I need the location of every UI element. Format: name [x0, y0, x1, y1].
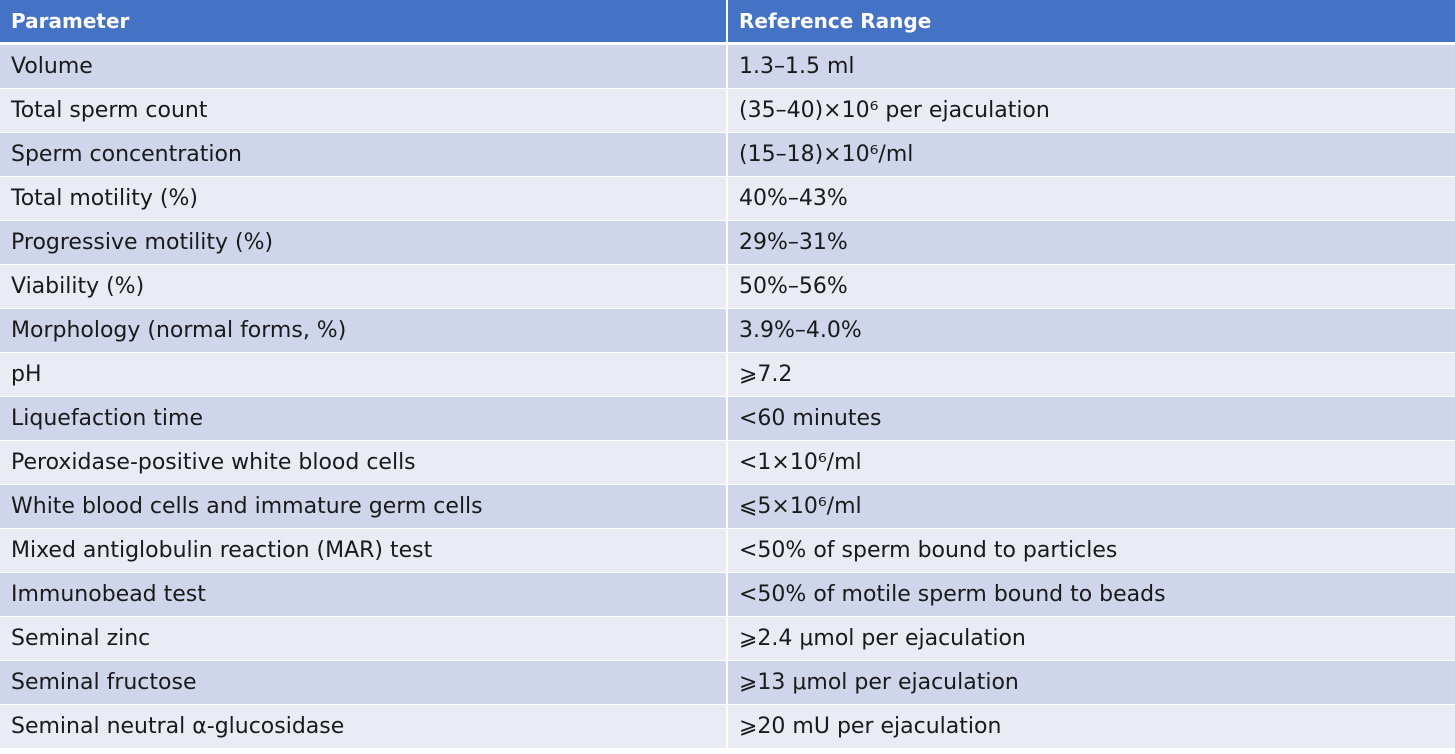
parameter-cell: Seminal zinc	[0, 616, 727, 661]
reference-range-cell: ⩾2.4 μmol per ejaculation	[726, 616, 1455, 661]
parameter-cell: pH	[0, 352, 727, 397]
reference-range-cell: ⩾20 mU per ejaculation	[726, 704, 1455, 749]
table-row: Seminal zinc ⩾2.4 μmol per ejaculation	[0, 616, 1455, 661]
parameter-cell: White blood cells and immature germ cell…	[0, 484, 727, 529]
parameter-cell: Total sperm count	[0, 88, 727, 133]
reference-range-cell: <1×10⁶/ml	[726, 440, 1455, 485]
reference-range-cell: 1.3–1.5 ml	[726, 43, 1455, 89]
table-row: Seminal neutral α-glucosidase ⩾20 mU per …	[0, 704, 1455, 749]
column-header-reference-range: Reference Range	[726, 0, 1455, 45]
table-body: Volume 1.3–1.5 ml Total sperm count (35–40…	[0, 43, 1455, 749]
parameter-cell: Seminal neutral α-glucosidase	[0, 704, 727, 749]
column-header-parameter: Parameter	[0, 0, 727, 45]
parameter-cell: Viability (%)	[0, 264, 727, 309]
reference-range-cell: 3.9%–4.0%	[726, 308, 1455, 353]
reference-range-cell: <60 minutes	[726, 396, 1455, 441]
reference-range-cell: 50%–56%	[726, 264, 1455, 309]
table-row: Volume 1.3–1.5 ml	[0, 43, 1455, 89]
parameter-cell: Seminal fructose	[0, 660, 727, 705]
reference-range-cell: ⩾7.2	[726, 352, 1455, 397]
parameter-cell: Volume	[0, 43, 727, 89]
table-row: Progressive motility (%) 29%–31%	[0, 220, 1455, 265]
reference-range-cell: 40%–43%	[726, 176, 1455, 221]
parameter-cell: Total motility (%)	[0, 176, 727, 221]
reference-range-cell: <50% of sperm bound to particles	[726, 528, 1455, 573]
table-row: Immunobead test <50% of motile sperm boun…	[0, 572, 1455, 617]
reference-range-cell: (35–40)×10⁶ per ejaculation	[726, 88, 1455, 133]
reference-range-cell: ⩾13 μmol per ejaculation	[726, 660, 1455, 705]
table-row: Peroxidase-positive white blood cells <1×…	[0, 440, 1455, 485]
parameter-cell: Progressive motility (%)	[0, 220, 727, 265]
table-row: Total sperm count (35–40)×10⁶ per ejacula…	[0, 88, 1455, 133]
parameter-cell: Sperm concentration	[0, 132, 727, 177]
table-row: Morphology (normal forms, %) 3.9%–4.0%	[0, 308, 1455, 353]
table-row: Liquefaction time <60 minutes	[0, 396, 1455, 441]
table-row: Seminal fructose ⩾13 μmol per ejaculation	[0, 660, 1455, 705]
table-row: Mixed antiglobulin reaction (MAR) test <5…	[0, 528, 1455, 573]
table-header-row: Parameter Reference Range	[0, 0, 1455, 45]
parameter-cell: Immunobead test	[0, 572, 727, 617]
parameter-cell: Mixed antiglobulin reaction (MAR) test	[0, 528, 727, 573]
table-row: White blood cells and immature germ cell…	[0, 484, 1455, 529]
reference-range-cell: 29%–31%	[726, 220, 1455, 265]
parameter-cell: Peroxidase-positive white blood cells	[0, 440, 727, 485]
table-row: Viability (%) 50%–56%	[0, 264, 1455, 309]
table-row: pH ⩾7.2	[0, 352, 1455, 397]
reference-range-cell: (15–18)×10⁶/ml	[726, 132, 1455, 177]
table-row: Sperm concentration (15–18)×10⁶/ml	[0, 132, 1455, 177]
parameter-cell: Morphology (normal forms, %)	[0, 308, 727, 353]
parameter-cell: Liquefaction time	[0, 396, 727, 441]
reference-range-cell: <50% of motile sperm bound to beads	[726, 572, 1455, 617]
reference-range-cell: ⩽5×10⁶/ml	[726, 484, 1455, 529]
table-row: Total motility (%) 40%–43%	[0, 176, 1455, 221]
